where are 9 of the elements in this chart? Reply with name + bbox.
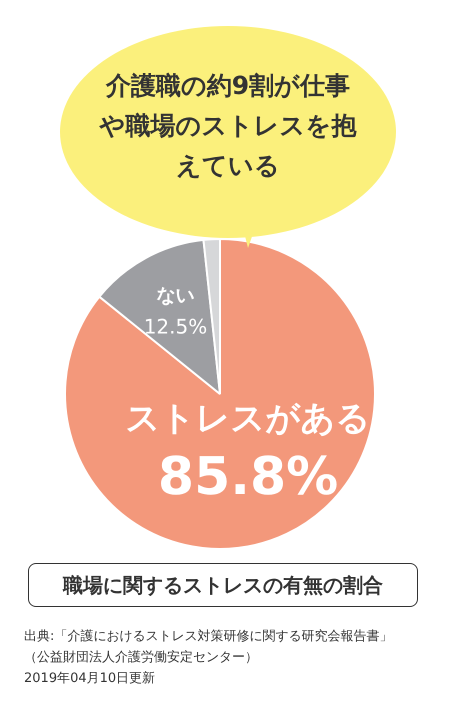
chart-title: 介護職の約9割が仕事や職場のストレスを抱えている <box>98 70 358 182</box>
text: 職場に関するストレスの有無の割合 <box>28 563 418 607</box>
slice-label: ストレスがある <box>126 398 371 439</box>
data-label: 12.5% <box>144 314 208 339</box>
slice-label: ない <box>156 284 194 306</box>
text: 2019年04月10日更新 <box>24 670 156 688</box>
source-note: 出典:「介護におけるストレス対策研修に関する研究会報告書」 <box>24 628 392 646</box>
data-label: 85.8% <box>158 447 338 508</box>
text: （公益財団法人介護労働安定センター） <box>24 649 259 667</box>
